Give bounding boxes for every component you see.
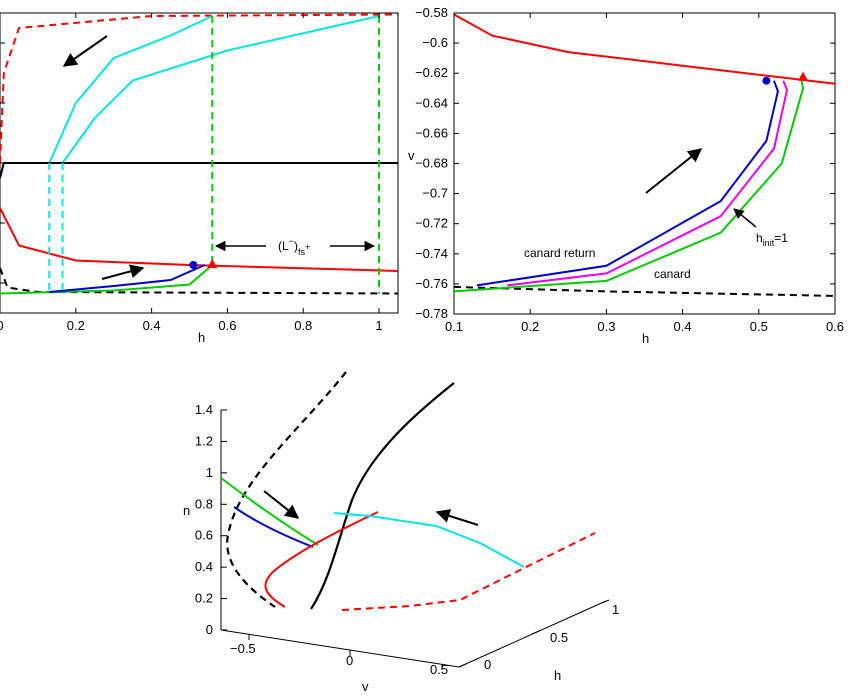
tl-x-tick-label: 0.8 — [294, 318, 312, 333]
hinit-pointer-arrow — [733, 208, 757, 228]
n-tick-label: 0.8 — [195, 496, 213, 511]
tl-series-black-dashed-branch — [0, 267, 399, 295]
tl-series-green-canard — [0, 264, 213, 295]
tr-y-tick-label: −0.68 — [415, 156, 448, 171]
direction-arrow — [62, 35, 108, 67]
tl-x-tick-label: 0.2 — [67, 318, 85, 333]
tr-y-tick-label: −0.72 — [415, 216, 448, 231]
tl-series-cyan-trajectory-inner — [61, 15, 380, 164]
direction-arrow — [101, 264, 145, 280]
tr-x-tick-label: 0.5 — [750, 319, 768, 334]
tr-y-tick-label: −0.74 — [415, 246, 448, 261]
tr-series-red-nullcline — [453, 13, 836, 85]
black-dashed-curve-3d — [226, 371, 347, 608]
blue-curve-3d — [233, 506, 314, 548]
h-tick-label: 0.5 — [550, 630, 568, 645]
panel-top-left-series — [0, 13, 399, 295]
h-tick-label: 1 — [612, 602, 619, 617]
n-tick-label: 0.6 — [195, 528, 213, 543]
red-dashed-curve-3d — [341, 532, 596, 611]
green-curve-3d — [220, 477, 319, 546]
tl-x-tick-label: 1 — [375, 318, 382, 333]
v-tick-label: 0.5 — [430, 662, 448, 677]
tr-marker-red-triangle — [797, 71, 808, 81]
tr-x-tick-label: 0.3 — [597, 319, 615, 334]
n-tick-label: 1.4 — [195, 402, 213, 417]
tr-x-tick-label: 0.6 — [826, 319, 844, 334]
panel-bottom-3d: 00.20.40.60.811.21.4 −0.5 0 0.5 v 0 0.5 … — [183, 371, 619, 694]
tr-x-tick-label: 0.2 — [521, 319, 539, 334]
v-tick-label: 0 — [346, 653, 353, 668]
tr-y-tick-label: −0.7 — [422, 186, 448, 201]
axis-v-label: v — [362, 679, 369, 694]
panel-top-right: 0.1 0.2 0.3 0.4 0.5 0.6 −0.58 −0.6 −0.62 −0.64 −0.… — [408, 5, 844, 346]
cyan-curve-3d — [333, 512, 525, 568]
tr-series-magenta-trajectory — [507, 80, 789, 287]
direction-arrow — [263, 490, 300, 519]
tl-series-cyan-trajectory-outer — [48, 15, 213, 164]
tr-x-tick-label: 0.4 — [674, 319, 692, 334]
axis-n-ticks: 0 0.2 0.4 0.6 0.8 1 1.2 1.4 — [195, 402, 227, 637]
tl-series-black-middle-branch — [0, 162, 398, 179]
canard-return-label: canard return — [524, 246, 595, 260]
tr-marker-blue-dot — [762, 76, 771, 85]
h-tick-mark — [458, 663, 467, 668]
tr-y-tick-label: −0.76 — [415, 276, 448, 291]
fast-subsystem-label: (L−)fs+ — [278, 236, 310, 257]
panel-top-left-ticks: 0 0.2 0.4 0.6 0.8 1 — [0, 13, 383, 333]
tr-series-green-canard — [453, 76, 805, 293]
tr-y-tick-label: −0.58 — [415, 5, 448, 20]
panel-top-right-frame — [453, 12, 836, 315]
panel-top-right-ylabel: v — [408, 148, 415, 163]
n-tick-label: 0.2 — [195, 591, 213, 606]
tr-y-tick-label: −0.62 — [415, 65, 448, 80]
panel-top-right-series — [453, 13, 836, 297]
panel-top-left: 0 0.2 0.4 0.6 0.8 1 h (L−)fs+ — [0, 12, 399, 345]
tr-y-tick-label: −0.6 — [422, 35, 448, 50]
n-tick-label: 0.4 — [195, 559, 213, 574]
canard-label: canard — [654, 267, 691, 281]
tl-series-red-nullcline — [0, 207, 399, 272]
h-tick-mark — [601, 599, 610, 604]
panel-top-left-xlabel: h — [198, 330, 205, 345]
axis-v — [220, 629, 460, 668]
axis-h-label: h — [554, 668, 561, 683]
black-solid-curve-3d — [310, 382, 455, 610]
n-tick-label: 1.2 — [195, 433, 213, 448]
axis-n-label: n — [183, 503, 190, 518]
tl-series-blue-canard-return — [49, 264, 206, 293]
tr-x-tick-label: 0.1 — [445, 319, 463, 334]
n-tick-label: 1 — [206, 465, 213, 480]
panel-top-right-xlabel: h — [642, 331, 649, 346]
direction-arrow — [435, 509, 479, 526]
h-tick-label: 0 — [484, 657, 491, 672]
h-tick-mark — [531, 630, 540, 635]
tr-y-tick-label: −0.64 — [415, 95, 448, 110]
hinit-label: hinit=1 — [756, 231, 788, 248]
tr-y-tick-label: −0.78 — [415, 306, 448, 321]
red-solid-curve-3d — [264, 511, 379, 608]
tr-y-tick-label: −0.66 — [415, 125, 448, 140]
tl-marker-red-triangle — [207, 259, 218, 268]
tl-x-tick-label: 0 — [0, 318, 4, 333]
v-tick-label: −0.5 — [230, 641, 256, 656]
tl-marker-blue-dot — [189, 261, 198, 269]
tl-x-tick-label: 0.6 — [218, 318, 236, 333]
panel-top-right-ticks: 0.1 0.2 0.3 0.4 0.5 0.6 −0.58 −0.6 −0.62 −0.64 −0.… — [415, 5, 844, 334]
n-tick-label: 0 — [206, 622, 213, 637]
tr-series-blue-canard-return — [476, 80, 779, 287]
tl-x-tick-label: 0.4 — [143, 318, 161, 333]
direction-arrow — [645, 148, 703, 194]
